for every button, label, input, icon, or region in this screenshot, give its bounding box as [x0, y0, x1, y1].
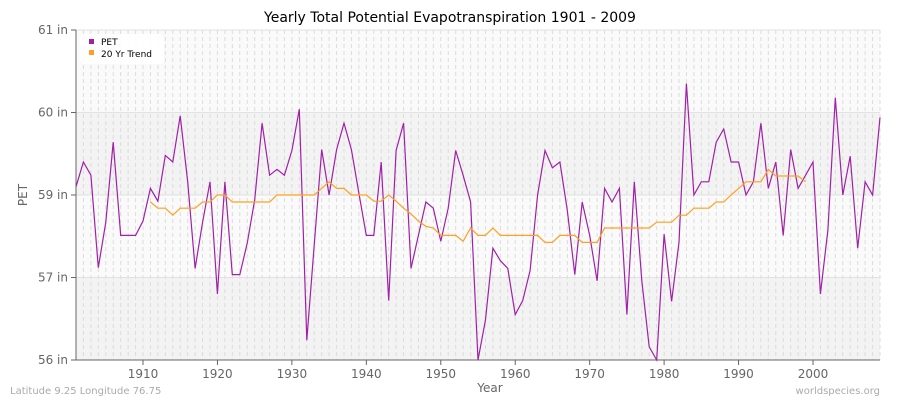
x-tick-label: 2000: [798, 367, 829, 381]
y-axis-label: PET: [16, 183, 30, 206]
footer-source: worldspecies.org: [796, 386, 880, 397]
footer-location: Latitude 9.25 Longitude 76.75: [10, 386, 161, 397]
x-tick-label: 1930: [277, 367, 308, 381]
x-axis-label: Year: [476, 381, 502, 395]
pet-series-line: [75, 83, 881, 363]
x-tick-label: 1990: [723, 367, 754, 381]
legend-swatch-pet: [89, 39, 94, 44]
legend-swatch-trend: [89, 50, 94, 55]
x-tick-label: 1970: [574, 367, 605, 381]
y-tick-label: 61 in: [38, 23, 68, 37]
trend-series-line: [150, 168, 806, 243]
y-tick-label: 57 in: [38, 271, 68, 285]
legend: PET 20 Yr Trend: [80, 34, 164, 64]
x-tick-label: 1910: [128, 367, 159, 381]
x-tick-label: 1980: [649, 367, 680, 381]
y-tick-label: 60 in: [38, 106, 68, 120]
y-tick-label: 56 in: [38, 353, 68, 367]
y-tick-label: 59 in: [38, 188, 68, 202]
x-tick-label: 1920: [202, 367, 233, 381]
grid-band: [76, 30, 880, 113]
x-tick-label: 1960: [500, 367, 531, 381]
chart-title: Yearly Total Potential Evapotranspiratio…: [263, 10, 636, 26]
x-tick-label: 1950: [426, 367, 457, 381]
legend-label-trend: 20 Yr Trend: [101, 50, 152, 60]
x-tick-label: 1940: [351, 367, 382, 381]
legend-label-pet: PET: [101, 38, 118, 48]
